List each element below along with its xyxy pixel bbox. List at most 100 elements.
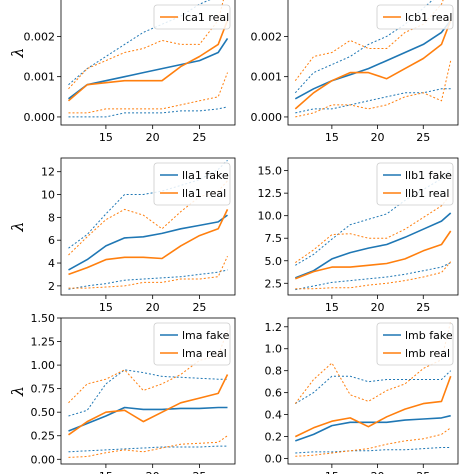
y-tick-label: 8 [48,211,55,224]
band-line-real [294,0,444,82]
legend: lmb fake lmb real [376,322,454,366]
legend-label: llb1 fake [405,169,452,182]
legend-label: lcb1 real [405,11,452,24]
y-tick-label: 0.8 [265,365,283,378]
legend-box [153,162,231,206]
band-line-fake [68,445,228,453]
chart-panel-6: 0.0 0.2 0.4 0.6 0.8 1.0 1.2 15 20 25 lmb fake lmb r… [265,317,459,474]
y-tick-label: 10 [41,189,55,202]
y-tick-label: 1.00 [31,359,56,372]
band-line-real [68,0,224,90]
chart-panel-1: 0.000 0.001 0.002 0.003 15 20 25 λ lca1 real [8,0,236,144]
band-line-fake [295,447,451,454]
x-tick-label: 25 [416,131,430,144]
x-tick-label: 20 [371,131,385,144]
x-tick-label: 20 [146,131,160,144]
y-tick-label: 0.000 [24,111,56,124]
y-tick-label: 0.6 [265,387,283,400]
x-tick-label: 20 [371,301,385,314]
band-line-fake [68,0,211,86]
y-tick-label: 0.001 [24,71,56,84]
band-line-real [295,60,452,118]
y-tick-label: 0.000 [251,111,283,124]
legend-label: lca1 real [182,11,229,24]
series-group [294,0,452,118]
x-tick-label: 25 [416,470,430,474]
band-line-real [295,193,452,264]
mean-line-real [68,374,229,436]
axes-frame [287,0,459,126]
y-tick-label: 4 [48,257,55,270]
band-line-real [68,435,228,458]
mean-line-real [295,230,452,280]
y-tick-label: 0.4 [265,409,283,422]
legend-box [376,322,454,366]
legend: lcb1 real [376,4,454,30]
series-group [67,0,229,118]
mean-line-fake [295,414,451,442]
legend-box [153,4,231,30]
axes-frame [60,317,236,465]
y-axis-label: λ [8,47,27,58]
legend-label: lla1 fake [182,169,229,182]
x-tick-label: 15 [99,470,113,474]
legend-box [153,322,231,366]
x-tick-label: 25 [192,131,206,144]
y-tick-label: 0.003 [24,0,56,3]
x-tick-label: 25 [192,470,206,474]
y-axis-label: λ [8,386,27,397]
y-tick-label: 0.001 [251,71,283,84]
y-tick-label: 0.2 [265,431,283,444]
legend-label: lma real [182,347,227,360]
band-line-fake [68,269,228,290]
x-tick-label: 20 [146,470,160,474]
y-tick-label: 0.002 [24,30,56,43]
legend-box [376,162,454,206]
axes-frame [60,157,236,296]
band-line-fake [295,88,451,114]
y-tick-label: 2 [48,280,55,293]
x-tick-label: 20 [371,470,385,474]
chart-panel-2: 0.000 0.001 0.002 0.003 15 20 25 lcb1 real [251,0,459,144]
y-tick-label: 0.00 [31,453,56,466]
legend-label: lmb real [405,347,450,360]
legend-label: llb1 real [405,187,449,200]
band-line-real [68,255,228,289]
y-tick-label: 0.25 [31,430,56,443]
legend-label: lmb fake [405,329,453,342]
axes-frame [287,317,459,465]
y-tick-label: 12.5 [258,187,283,200]
series-group [68,330,229,458]
mean-line-real [67,20,229,102]
x-tick-label: 15 [99,131,113,144]
band-line-fake [294,0,434,94]
band-line-real [68,72,228,114]
x-tick-label: 25 [416,301,430,314]
y-tick-label: 1.50 [31,312,56,325]
x-tick-label: 15 [325,131,339,144]
legend: lma fake lma real [153,322,231,366]
x-tick-label: 15 [325,470,339,474]
mean-line-fake [295,212,452,279]
y-tick-label: 0.003 [251,0,283,3]
y-tick-label: 1.2 [265,321,283,334]
band-line-real [295,261,452,290]
x-tick-label: 20 [146,301,160,314]
legend: lca1 real [153,4,231,30]
y-tick-label: 0.75 [31,383,56,396]
mean-line-fake [68,214,228,271]
y-axis-label: λ [8,221,27,232]
mean-line-real [68,209,229,276]
mean-line-fake [68,406,228,432]
y-tick-label: 7.5 [265,232,283,245]
y-tick-label: 15.0 [258,165,283,178]
y-tick-label: 0.50 [31,406,56,419]
y-tick-label: 0.002 [251,30,283,43]
chart-panel-3: 2 4 6 8 10 12 15 20 25 λ lla1 fake lla1 real [8,157,236,314]
y-tick-label: 12 [41,166,55,179]
x-tick-label: 15 [99,301,113,314]
chart-panel-5: 0.00 0.25 0.50 0.75 1.00 1.25 1.50 15 20 25 λ lma f… [8,312,236,474]
legend: llb1 fake llb1 real [376,162,454,206]
